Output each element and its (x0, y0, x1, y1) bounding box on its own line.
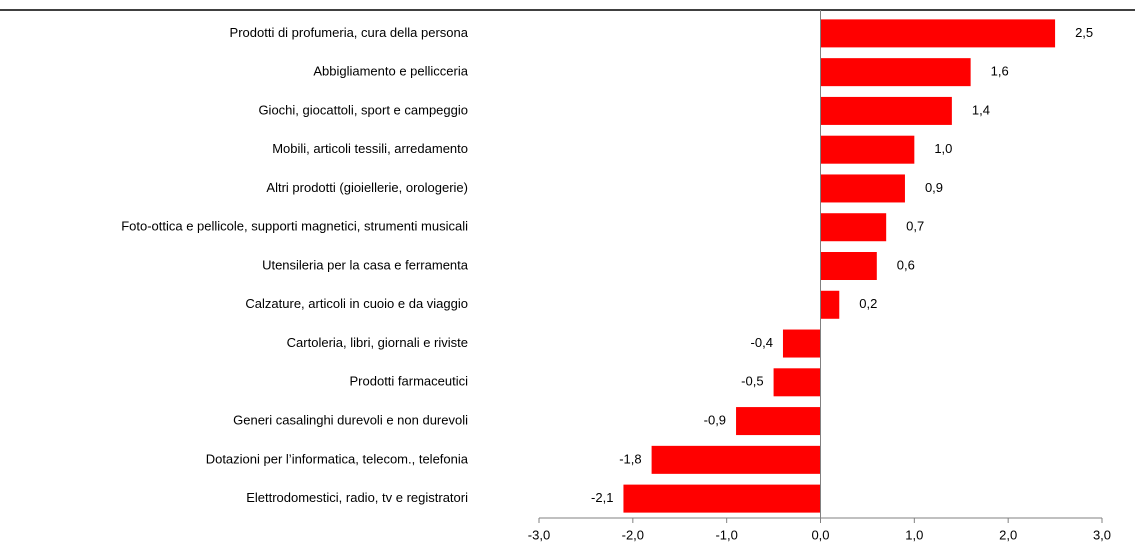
value-label: -0,5 (741, 374, 763, 389)
bar (820, 58, 971, 87)
category-label: Calzature, articoli in cuoio e da viaggi… (245, 296, 468, 311)
bar (820, 96, 952, 125)
value-label: -0,4 (751, 335, 773, 350)
category-label: Generi casalinghi durevoli e non durevol… (233, 413, 468, 428)
bar (773, 368, 821, 397)
category-label: Mobili, articoli tessili, arredamento (272, 141, 468, 156)
category-label: Altri prodotti (gioiellerie, orologerie) (266, 180, 468, 195)
bar (820, 19, 1056, 48)
value-label: 1,6 (991, 64, 1009, 79)
bar (736, 407, 821, 436)
value-label: 1,0 (934, 141, 952, 156)
value-label: -0,9 (704, 413, 726, 428)
x-tick-label: -2,0 (622, 527, 644, 542)
value-label: 1,4 (972, 102, 990, 117)
bar (782, 329, 821, 358)
category-label: Foto-ottica e pellicole, supporti magnet… (121, 219, 468, 234)
bar (651, 445, 821, 474)
x-tick-label: 2,0 (999, 527, 1017, 542)
bar (820, 213, 887, 242)
bar (820, 174, 905, 203)
value-label: 0,2 (859, 296, 877, 311)
value-label: 0,9 (925, 180, 943, 195)
category-label: Giochi, giocattoli, sport e campeggio (258, 102, 468, 117)
bar (820, 290, 840, 319)
category-label: Prodotti farmaceutici (350, 374, 469, 389)
category-label: Prodotti di profumeria, cura della perso… (230, 25, 469, 40)
x-tick-label: 1,0 (905, 527, 923, 542)
category-label: Abbigliamento e pellicceria (313, 64, 468, 79)
bar (820, 135, 915, 164)
value-label: 2,5 (1075, 25, 1093, 40)
bar (820, 252, 877, 280)
x-tick-label: 3,0 (1093, 527, 1111, 542)
value-label: -1,8 (619, 451, 641, 466)
value-label: -2,1 (591, 490, 613, 505)
category-label: Utensileria per la casa e ferramenta (262, 257, 469, 272)
value-label: 0,7 (906, 219, 924, 234)
bar (623, 484, 821, 513)
value-label: 0,6 (897, 257, 915, 272)
x-tick-label: -3,0 (528, 527, 550, 542)
category-label: Elettrodomestici, radio, tv e registrato… (246, 490, 468, 505)
category-label: Dotazioni per l’informatica, telecom., t… (206, 451, 469, 466)
x-tick-label: -1,0 (715, 527, 737, 542)
x-tick-label: 0,0 (811, 527, 829, 542)
category-label: Cartoleria, libri, giornali e riviste (287, 335, 468, 350)
